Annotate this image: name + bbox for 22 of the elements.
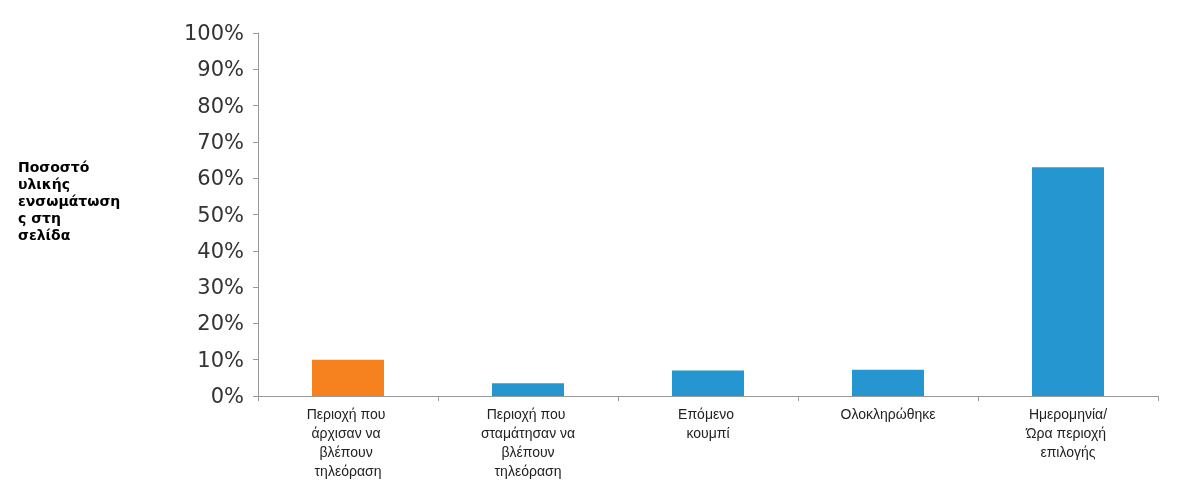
y-tick-label: 60% bbox=[197, 166, 244, 191]
y-axis-title: Ποσοστό υλικής ενσωμάτωσης στη σελίδα bbox=[18, 158, 121, 243]
x-tick-label: Επόμενο κουμπί bbox=[678, 405, 738, 441]
y-tick-label: 20% bbox=[197, 311, 244, 336]
y-tick-label: 0% bbox=[210, 384, 244, 408]
y-tick-label: 100% bbox=[183, 21, 244, 45]
bar bbox=[852, 369, 924, 396]
x-tick-label: Ημερομηνία/Ώρα περιοχή επιλογής bbox=[1025, 405, 1110, 460]
bar bbox=[672, 370, 744, 396]
bar bbox=[312, 359, 384, 396]
y-tick-label: 40% bbox=[197, 238, 244, 263]
bar bbox=[492, 383, 564, 396]
y-tick-label: 90% bbox=[197, 57, 244, 82]
y-tick-label: 10% bbox=[197, 347, 244, 372]
x-tick-label: Περιοχή που σταμάτησαν να βλέπουν τηλεόραση bbox=[480, 405, 576, 479]
y-tick-label: 30% bbox=[197, 275, 244, 300]
y-tick-label: 50% bbox=[197, 202, 244, 227]
x-tick-label: Ολοκληρώθηκε bbox=[840, 405, 936, 422]
bar bbox=[1032, 167, 1104, 396]
x-tick-label: Περιοχή που άρχισαν να βλέπουν τηλεόραση bbox=[306, 405, 390, 479]
y-tick-label: 80% bbox=[197, 93, 244, 118]
y-tick-label: 70% bbox=[197, 129, 244, 154]
